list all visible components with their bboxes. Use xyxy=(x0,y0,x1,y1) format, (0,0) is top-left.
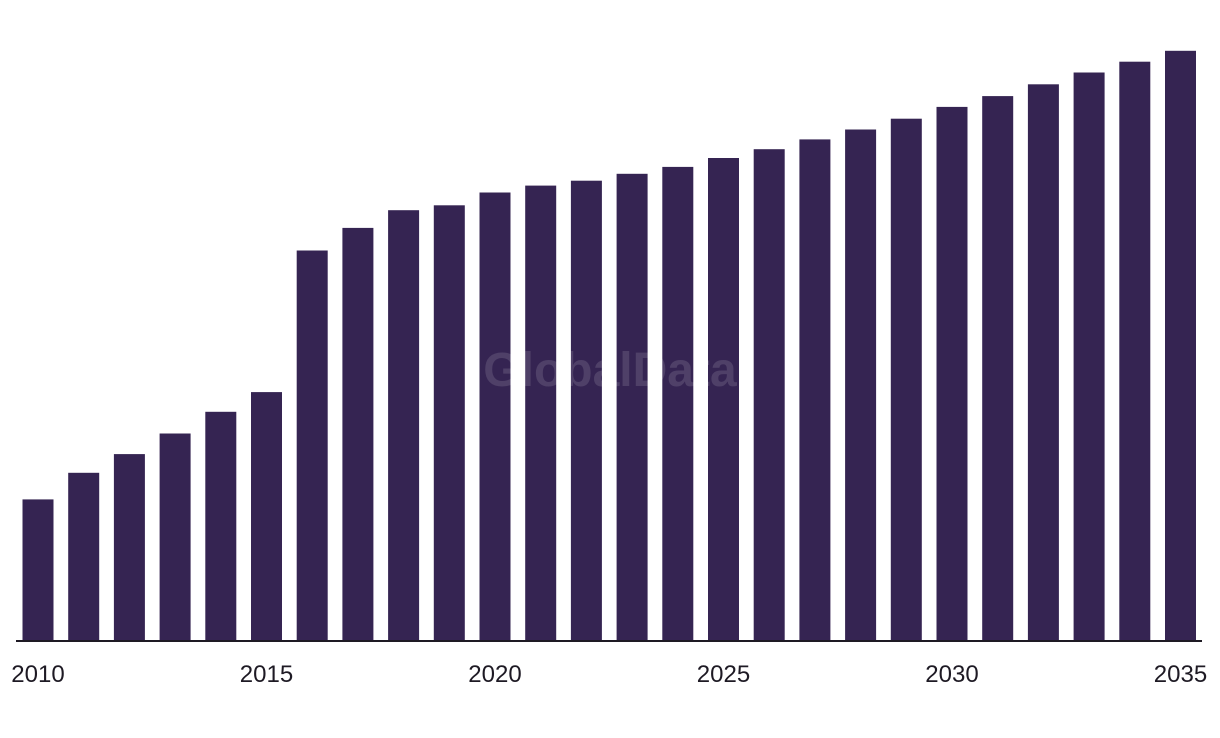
watermark-logo: GlobalData xyxy=(483,344,737,397)
x-tick-label-2015: 2015 xyxy=(240,661,293,688)
bar-2010 xyxy=(22,499,54,641)
x-tick-label-2010: 2010 xyxy=(11,661,64,688)
bar-2029 xyxy=(890,118,922,641)
bars-group xyxy=(22,50,1196,642)
bar-2035 xyxy=(1165,50,1196,642)
bar-2027 xyxy=(799,139,831,641)
bar-2030 xyxy=(936,106,968,641)
bar-2032 xyxy=(1027,84,1059,642)
bar-2015 xyxy=(251,392,282,641)
x-tick-label-2025: 2025 xyxy=(697,661,750,688)
bar-2024 xyxy=(662,166,694,641)
x-tick-label-2030: 2030 xyxy=(925,661,978,688)
bar-2013 xyxy=(159,433,191,641)
bar-2020 xyxy=(479,192,511,641)
bar-2017 xyxy=(342,227,374,641)
bar-2026 xyxy=(753,149,785,641)
bar-2025 xyxy=(708,158,739,641)
x-tick-label-2020: 2020 xyxy=(468,661,521,688)
bar-2012 xyxy=(113,454,145,641)
bar-2018 xyxy=(388,210,420,641)
bar-2019 xyxy=(433,205,465,642)
x-tick-labels: 2010 2015 2020 2025 2030 2035 xyxy=(11,661,1207,688)
bar-2028 xyxy=(845,129,877,641)
bar-2031 xyxy=(982,96,1014,642)
bar-2011 xyxy=(68,472,100,641)
bar-2016 xyxy=(296,250,328,641)
bar-2033 xyxy=(1073,72,1105,641)
bar-2023 xyxy=(616,173,648,642)
x-tick-label-2035: 2035 xyxy=(1154,661,1207,688)
bar-2021 xyxy=(525,185,557,641)
bar-2034 xyxy=(1119,61,1151,641)
bar-2014 xyxy=(205,411,237,641)
bar-2022 xyxy=(570,180,602,641)
